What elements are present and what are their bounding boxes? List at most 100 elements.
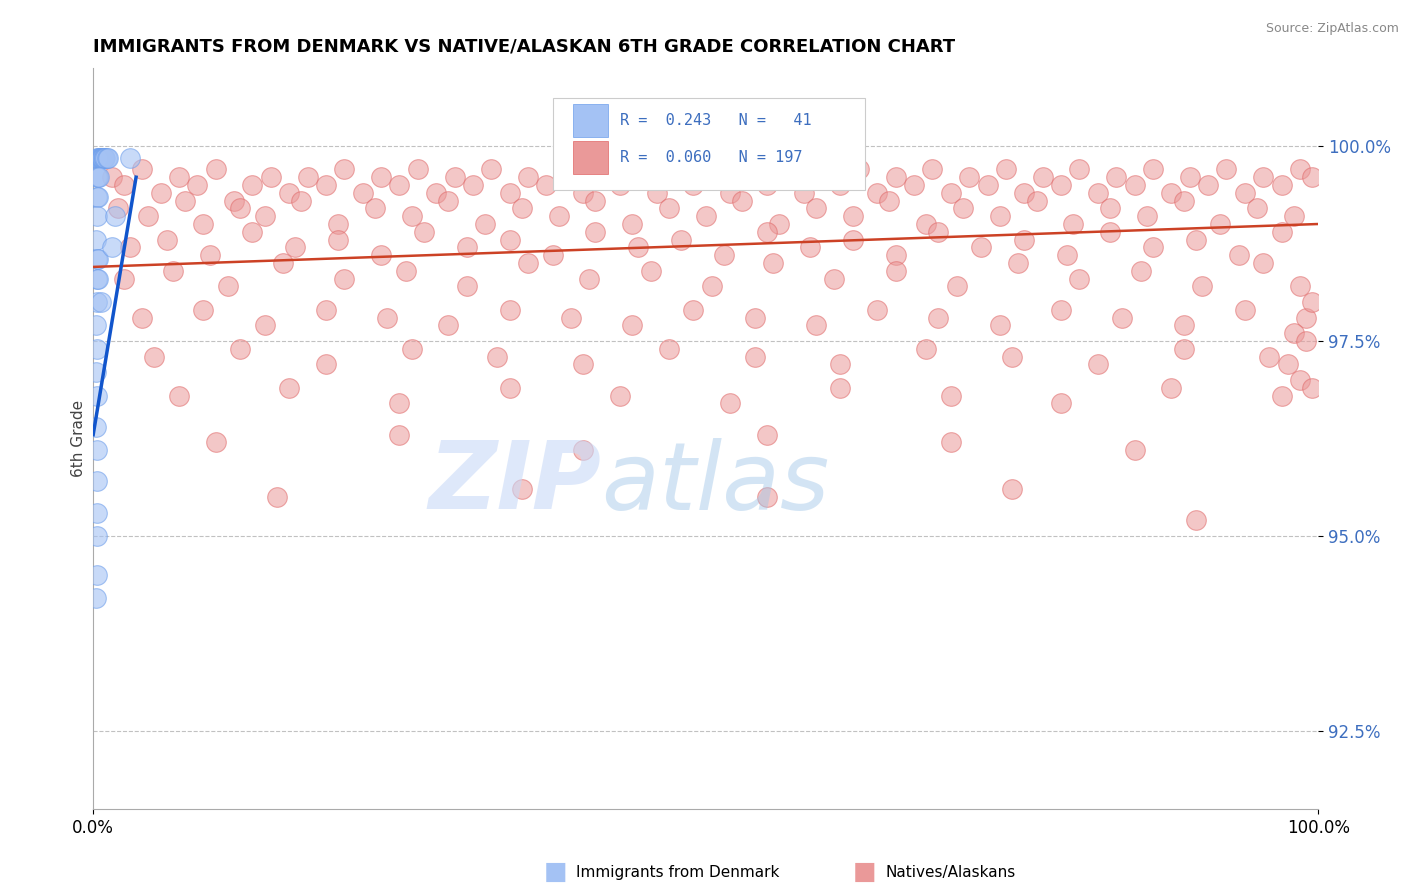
Point — [156, 233, 179, 247]
Point — [572, 443, 595, 458]
Point — [333, 162, 356, 177]
Point — [915, 217, 938, 231]
Point — [804, 318, 827, 333]
Point — [1184, 233, 1206, 247]
Point — [204, 435, 226, 450]
Point — [1301, 381, 1323, 395]
Text: R =  0.243   N =   41: R = 0.243 N = 41 — [620, 113, 811, 128]
Text: atlas: atlas — [602, 437, 830, 529]
Point — [658, 202, 681, 216]
Point — [1111, 310, 1133, 325]
Point — [1050, 302, 1073, 317]
Point — [193, 302, 215, 317]
Point — [401, 209, 423, 223]
Point — [1087, 186, 1109, 200]
Point — [253, 318, 276, 333]
Point — [1270, 178, 1292, 192]
Point — [499, 302, 522, 317]
Point — [87, 190, 110, 204]
Point — [560, 310, 582, 325]
Point — [1270, 225, 1292, 239]
Point — [1001, 483, 1024, 497]
Point — [627, 162, 650, 177]
Point — [939, 435, 962, 450]
Point — [756, 178, 779, 192]
Point — [541, 248, 564, 262]
Point — [229, 202, 252, 216]
Point — [328, 233, 350, 247]
Point — [591, 170, 613, 185]
Point — [107, 202, 129, 216]
Point — [90, 151, 112, 165]
Point — [149, 186, 172, 200]
Point — [89, 151, 111, 165]
Point — [104, 209, 127, 223]
Point — [1032, 170, 1054, 185]
Point — [84, 233, 107, 247]
Point — [1184, 513, 1206, 527]
Point — [988, 209, 1011, 223]
Point — [695, 209, 717, 223]
Point — [621, 318, 644, 333]
Point — [1001, 350, 1024, 364]
Text: ■: ■ — [853, 861, 876, 884]
Point — [443, 170, 465, 185]
Point — [1258, 350, 1281, 364]
Point — [1007, 256, 1029, 270]
Point — [627, 240, 650, 254]
Point — [222, 194, 245, 208]
Point — [1233, 186, 1256, 200]
Point — [112, 271, 135, 285]
Text: Source: ZipAtlas.com: Source: ZipAtlas.com — [1265, 22, 1399, 36]
Point — [118, 151, 141, 165]
Point — [143, 350, 166, 364]
Point — [91, 151, 114, 165]
Point — [768, 217, 790, 231]
Point — [86, 529, 108, 543]
Point — [413, 225, 436, 239]
Text: ■: ■ — [544, 861, 567, 884]
Point — [84, 365, 107, 379]
Point — [1069, 271, 1091, 285]
Point — [957, 170, 980, 185]
Point — [388, 427, 411, 442]
Point — [86, 568, 108, 582]
Point — [682, 302, 704, 317]
Point — [186, 178, 208, 192]
Point — [554, 162, 576, 177]
Point — [585, 194, 607, 208]
Point — [87, 170, 110, 185]
Point — [1098, 202, 1121, 216]
Point — [756, 490, 779, 504]
Point — [388, 178, 411, 192]
Point — [486, 350, 509, 364]
Point — [96, 151, 118, 165]
Point — [1282, 209, 1305, 223]
Point — [437, 194, 460, 208]
Point — [86, 342, 108, 356]
Point — [86, 506, 108, 520]
Point — [271, 256, 294, 270]
Point — [479, 162, 502, 177]
Point — [87, 271, 110, 285]
Point — [253, 209, 276, 223]
Point — [640, 264, 662, 278]
Point — [866, 186, 889, 200]
Point — [718, 396, 741, 410]
Point — [86, 252, 108, 266]
Point — [278, 186, 301, 200]
Point — [621, 217, 644, 231]
Point — [217, 279, 239, 293]
Point — [278, 381, 301, 395]
Point — [86, 475, 108, 489]
Point — [842, 209, 865, 223]
Point — [86, 209, 108, 223]
Point — [946, 279, 969, 293]
Point — [167, 170, 190, 185]
Point — [1160, 186, 1182, 200]
Point — [756, 427, 779, 442]
Point — [401, 342, 423, 356]
Point — [89, 151, 111, 165]
Point — [1142, 240, 1164, 254]
Point — [756, 225, 779, 239]
